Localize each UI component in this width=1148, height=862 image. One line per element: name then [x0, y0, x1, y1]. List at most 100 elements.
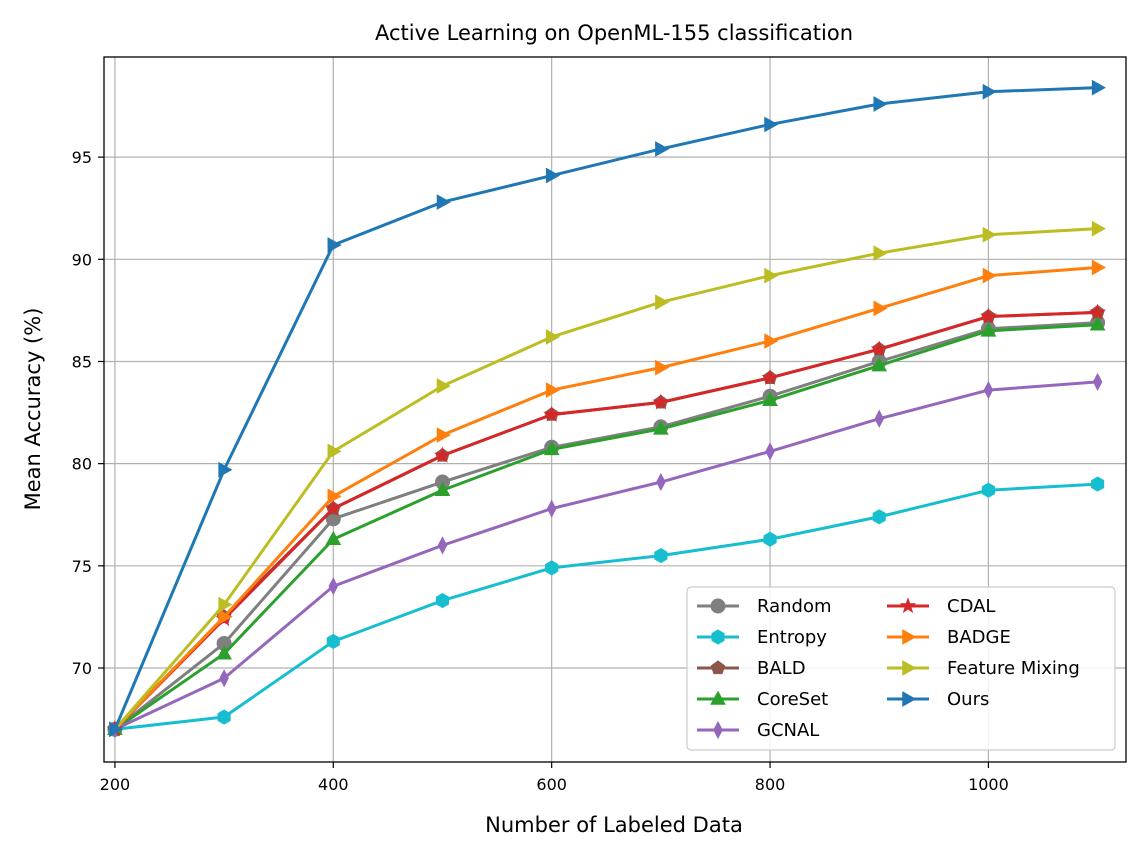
y-tick-label: 70 — [72, 659, 92, 678]
data-point-coreset — [325, 530, 342, 546]
series-line-cdal — [113, 310, 1100, 731]
data-point-ours — [764, 116, 779, 133]
x-tick-label: 1000 — [968, 775, 1009, 794]
x-axis-title: Number of Labeled Data — [485, 813, 743, 837]
ticks: 200 400 600 800 1000 70 75 80 85 90 95 — [72, 148, 1009, 794]
data-point-coreset — [762, 391, 778, 407]
data-point-entropy — [654, 548, 668, 564]
data-point-gcnal — [328, 577, 339, 596]
data-point-badge — [655, 359, 670, 376]
data-point-gcnal — [546, 499, 557, 518]
y-tick-label: 80 — [72, 455, 92, 474]
data-point-feature-mixing — [545, 329, 561, 345]
data-point-ours — [109, 721, 124, 738]
data-point-feature-mixing — [218, 596, 233, 613]
data-point-cdal — [652, 393, 670, 410]
x-tick-label: 600 — [536, 775, 567, 794]
legend-marker — [902, 629, 917, 645]
data-point-entropy — [763, 531, 777, 547]
legend-label: CDAL — [947, 596, 995, 617]
data-point-gcnal — [656, 472, 666, 492]
data-point-feature-mixing — [655, 294, 670, 311]
data-point-cdal — [324, 499, 342, 516]
data-point-entropy — [545, 560, 559, 576]
x-tick-label: 800 — [755, 775, 786, 794]
legend-label: Ours — [947, 689, 989, 710]
legend-item-coreset: CoreSet — [697, 689, 828, 710]
legend-marker — [710, 598, 726, 614]
data-point-entropy — [217, 709, 231, 725]
legend-label: BADGE — [947, 627, 1011, 648]
data-point-cdal — [761, 368, 779, 386]
legend-item-random: Random — [697, 596, 832, 617]
data-point-badge — [1091, 259, 1106, 276]
y-tick-label: 90 — [72, 250, 92, 269]
legend-marker — [899, 597, 917, 614]
series-line-feature-mixing — [113, 227, 1100, 731]
legend-label: BALD — [757, 658, 806, 679]
data-point-coreset — [543, 440, 560, 456]
data-point-badge — [873, 300, 888, 317]
data-point-ours — [655, 141, 670, 157]
series-line-gcnal — [113, 380, 1100, 731]
data-point-cdal — [543, 405, 561, 422]
data-point-feature-mixing — [1091, 220, 1106, 237]
legend-marker — [902, 660, 917, 676]
data-point-coreset — [434, 481, 451, 496]
legend-item-gcnal: GCNAL — [697, 720, 819, 741]
legend-label: CoreSet — [757, 689, 828, 710]
data-point-cdal — [979, 307, 997, 324]
legend-marker — [902, 691, 917, 707]
data-point-feature-mixing — [873, 245, 888, 262]
data-point-badge — [436, 427, 451, 443]
data-point-entropy — [326, 633, 340, 650]
data-point-coreset — [653, 420, 669, 435]
data-point-cdal — [1089, 303, 1107, 320]
legend-marker — [711, 629, 725, 645]
legend-label: GCNAL — [757, 720, 819, 741]
data-point-feature-mixing — [982, 226, 997, 243]
data-point-ours — [982, 83, 997, 100]
data-point-ours — [436, 194, 451, 210]
series-line-coreset — [113, 323, 1100, 731]
legend-marker — [713, 720, 723, 740]
data-point-entropy — [981, 482, 995, 498]
data-point-feature-mixing — [327, 443, 342, 460]
legend-marker — [710, 690, 726, 705]
data-point-entropy — [1091, 476, 1105, 492]
legend-label: Entropy — [757, 627, 827, 648]
series-line-entropy — [113, 482, 1100, 731]
data-point-gcnal — [1092, 372, 1103, 392]
legend-label: Feature Mixing — [947, 658, 1080, 679]
data-point-entropy — [872, 509, 886, 525]
series-line-badge — [113, 265, 1100, 731]
series-line-random — [113, 321, 1100, 731]
y-tick-label: 95 — [72, 148, 92, 167]
data-point-feature-mixing — [764, 267, 779, 284]
data-point-coreset — [871, 357, 888, 372]
data-point-ours — [327, 237, 342, 253]
legend-item-feature-mixing: Feature Mixing — [887, 658, 1080, 679]
data-point-ours — [218, 461, 233, 478]
data-point-cdal — [434, 446, 451, 463]
series-ours — [109, 79, 1106, 738]
data-point-badge — [545, 382, 561, 398]
legend-label: Random — [757, 596, 832, 617]
chart-title: Active Learning on OpenML-155 classifica… — [375, 21, 853, 45]
data-point-ours — [873, 96, 888, 112]
data-point-ours — [545, 167, 561, 184]
y-tick-label: 75 — [72, 557, 92, 576]
data-point-coreset — [216, 645, 232, 660]
data-point-coreset — [980, 322, 997, 337]
data-point-gcnal — [765, 442, 775, 461]
y-tick-label: 85 — [72, 352, 92, 371]
data-point-gcnal — [983, 380, 994, 400]
data-point-ours — [1091, 79, 1106, 96]
legend: Random Entropy BALD CoreSet GCNAL CDAL BADGE Fe… — [686, 586, 1116, 751]
series-line-ours — [113, 86, 1100, 731]
data-point-coreset — [1089, 316, 1106, 331]
data-point-feature-mixing — [436, 378, 451, 394]
legend-item-ours: Ours — [887, 689, 989, 710]
data-point-gcnal — [437, 536, 448, 555]
